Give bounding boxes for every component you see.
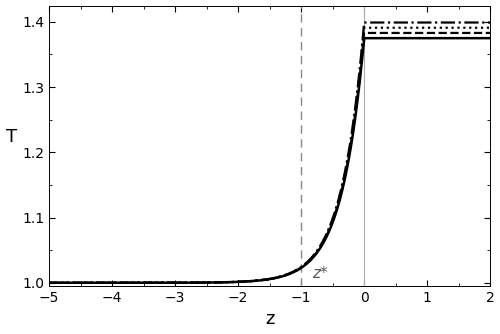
Y-axis label: T: T [6,128,16,146]
Text: z*: z* [312,267,328,282]
X-axis label: z: z [265,310,274,328]
